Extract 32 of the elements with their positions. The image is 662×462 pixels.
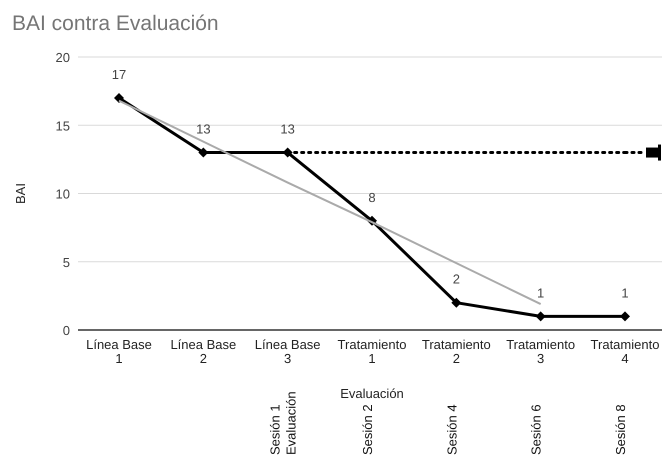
data-label: 1 xyxy=(621,285,629,300)
text: Sesión 8 xyxy=(613,404,628,455)
data-label: 17 xyxy=(112,66,126,82)
point xyxy=(620,311,630,322)
x-tick-label: Línea Base 3 xyxy=(254,337,321,366)
y-tick-label: 0 xyxy=(62,323,70,338)
x-axis-title: Evaluación xyxy=(340,386,404,401)
x-tick-label: Tratamiento 1 xyxy=(338,337,406,366)
y-tick-label: 5 xyxy=(62,254,70,270)
x-tick-label: Línea Base 1 xyxy=(86,337,152,366)
data-label: 13 xyxy=(280,122,295,137)
point xyxy=(536,311,546,322)
x-tick-label: Tratamiento 3 xyxy=(506,337,576,366)
y-tick-label: 20 xyxy=(56,50,70,65)
data-label: 2 xyxy=(452,272,460,287)
text: Sesión 4 xyxy=(444,404,460,455)
y-axis-title: BAI xyxy=(13,183,28,204)
y-tick-label: 10 xyxy=(56,186,70,202)
point xyxy=(198,148,208,158)
point xyxy=(114,92,124,103)
data-label: 1 xyxy=(537,285,544,300)
text: Sesión 1 Evaluación xyxy=(268,391,299,455)
data-label: 8 xyxy=(368,190,376,205)
data-label: 13 xyxy=(196,122,211,137)
y-tick-label: 15 xyxy=(56,118,70,134)
x-tick-label: Tratamiento 4 xyxy=(590,337,660,366)
text: Sesión 2 xyxy=(360,404,375,455)
x-tick-label: Línea Base 2 xyxy=(170,337,236,366)
text: Sesión 6 xyxy=(528,404,544,455)
x-tick-label: Tratamiento 2 xyxy=(422,337,491,366)
chart-title: BAI contra Evaluación xyxy=(12,12,219,35)
point xyxy=(451,298,462,308)
